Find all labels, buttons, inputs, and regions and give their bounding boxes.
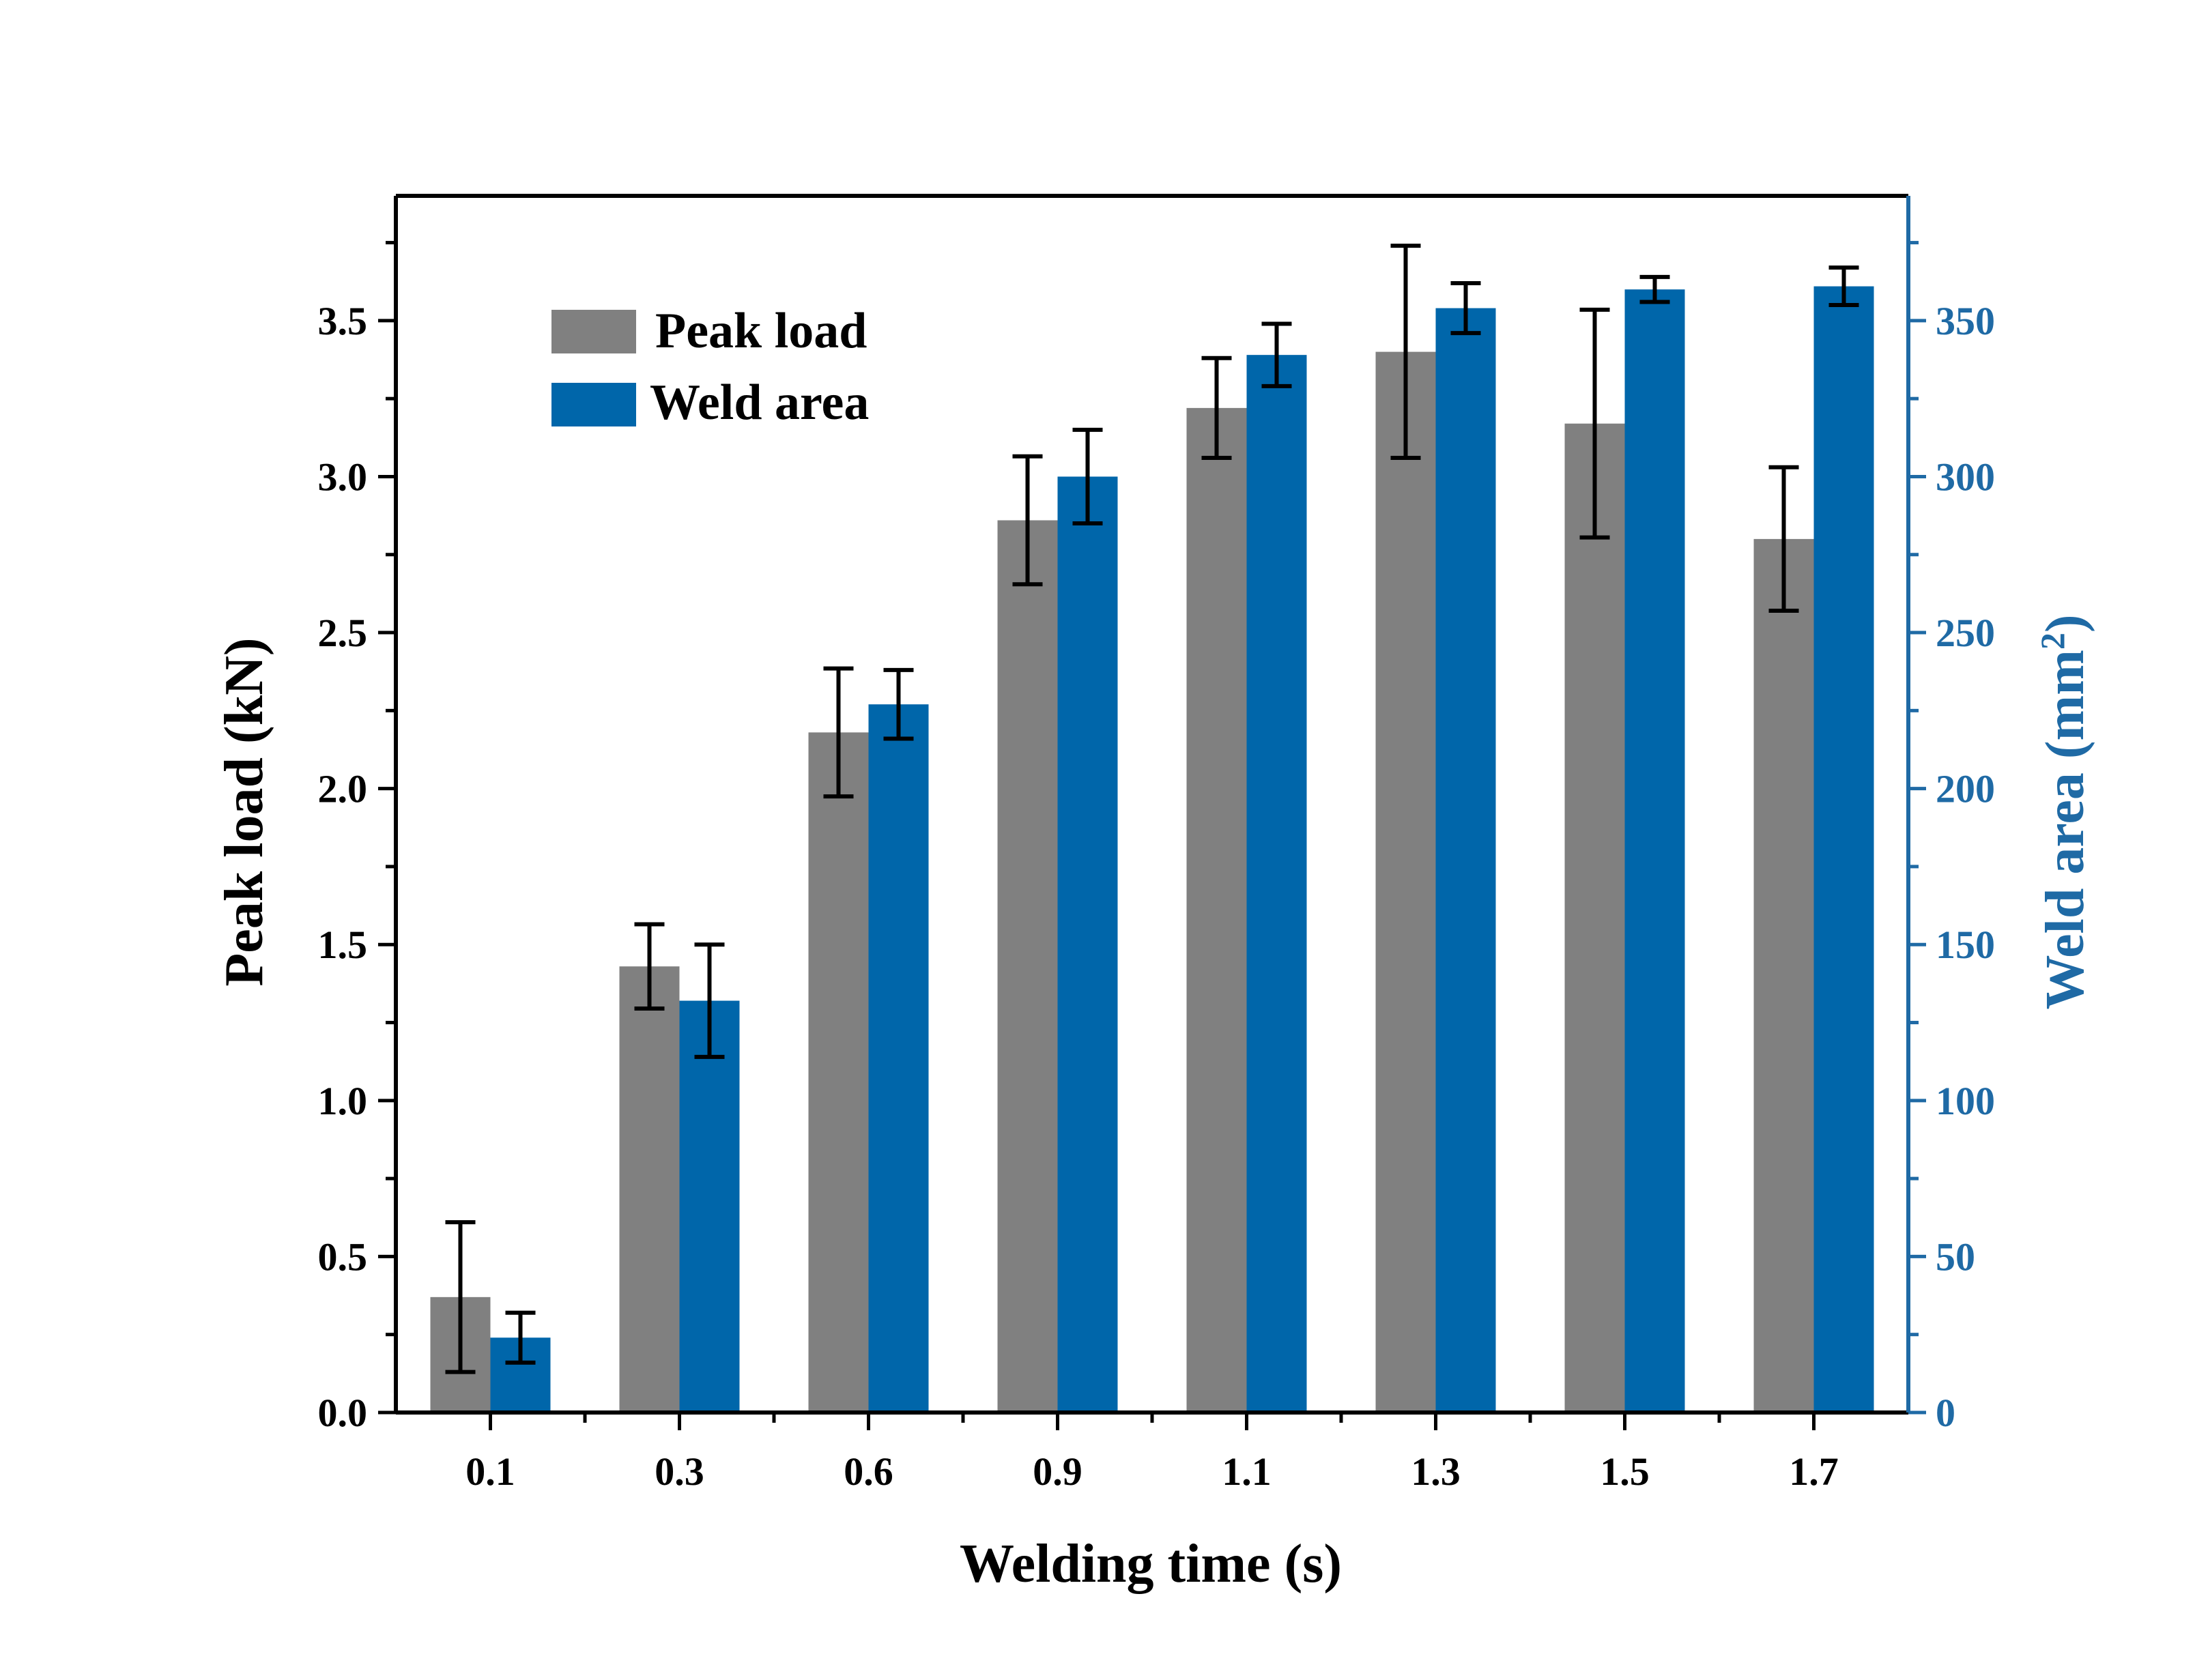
- y-tick-label: 2.5: [318, 611, 368, 655]
- error-bar-peak-load-1.1: [1201, 356, 1232, 461]
- y-tick-label: 2.0: [318, 767, 368, 811]
- error-bar-weld-area-1.5: [1639, 274, 1670, 304]
- error-bar-peak-load-1.3: [1390, 244, 1421, 461]
- x-tick-label: 1.7: [1789, 1449, 1839, 1494]
- bar-peak-load-1.3: [1375, 351, 1436, 1413]
- y2-axis-title: Weld area (mm2): [2033, 615, 2095, 1010]
- y-tick-label: 1.0: [318, 1079, 368, 1123]
- error-bar-weld-area-1.7: [1828, 265, 1859, 308]
- x-tick-label: 0.1: [465, 1449, 515, 1494]
- bar-weld-area-0.3: [679, 1000, 740, 1413]
- bar-weld-area-1.7: [1813, 286, 1874, 1413]
- x-tick-label: 1.1: [1222, 1449, 1272, 1494]
- y2-tick-label: 250: [1936, 611, 1995, 655]
- y2-tick-label: 300: [1936, 454, 1995, 499]
- bar-weld-area-0.6: [868, 704, 929, 1413]
- bar-peak-load-1.1: [1186, 407, 1247, 1413]
- y2-axis-title-main: Weld area (mm: [2035, 650, 2095, 1009]
- bar-peak-load-0.3: [619, 966, 680, 1413]
- bar-peak-load-0.6: [808, 732, 869, 1413]
- error-bar-peak-load-1.7: [1768, 465, 1799, 613]
- error-bar-peak-load-0.6: [823, 666, 854, 799]
- error-bar-peak-load-0.1: [445, 1220, 476, 1374]
- legend: Peak load Weld area: [551, 303, 869, 431]
- x-tick-label: 1.5: [1600, 1449, 1650, 1494]
- legend-label-peak-load: Peak load: [655, 303, 867, 359]
- legend-swatch-weld-area: [551, 383, 636, 426]
- bar-weld-area-0.9: [1057, 476, 1118, 1413]
- y2-tick-label: 50: [1936, 1234, 1975, 1279]
- error-bar-weld-area-1.1: [1261, 321, 1292, 388]
- x-axis-title: Welding time (s): [960, 1534, 1342, 1594]
- y-tick-label: 0.0: [318, 1391, 368, 1435]
- error-bar-peak-load-0.3: [634, 922, 665, 1011]
- y2-tick-label: 350: [1936, 299, 1995, 343]
- y2-axis-title-superscript: 2: [2033, 633, 2071, 650]
- y2-tick-label: 0: [1936, 1391, 1955, 1435]
- error-bar-peak-load-1.5: [1579, 307, 1610, 540]
- x-tick-label: 1.3: [1411, 1449, 1461, 1494]
- x-tick-label: 0.9: [1033, 1449, 1082, 1494]
- bar-weld-area-1.1: [1246, 355, 1307, 1413]
- y-axis-title: Peak load (kN): [214, 637, 274, 986]
- y2-tick-label: 150: [1936, 923, 1995, 967]
- y-tick-label: 3.0: [318, 454, 368, 499]
- y-tick-label: 1.5: [318, 923, 368, 967]
- bar-peak-load-1.5: [1564, 423, 1625, 1413]
- plot-area: [430, 244, 1874, 1413]
- legend-label-weld-area: Weld area: [650, 375, 869, 431]
- y-tick-label: 3.5: [318, 299, 368, 343]
- error-bar-weld-area-0.1: [505, 1310, 536, 1365]
- y2-axis-title-close: ): [2035, 615, 2095, 633]
- axes: 0.1 0.3 0.6 0.9 1.1 1.3 1.5 1.7 0.0 0.5 1.0 1.5 2.0 2…: [318, 194, 1995, 1494]
- x-tick-label: 0.6: [844, 1449, 893, 1494]
- error-bar-weld-area-0.9: [1072, 427, 1103, 526]
- error-bar-weld-area-1.3: [1450, 281, 1481, 336]
- legend-swatch-peak-load: [551, 310, 636, 353]
- y2-tick-label: 100: [1936, 1079, 1995, 1123]
- bar-weld-area-1.3: [1435, 308, 1496, 1413]
- y2-tick-label: 200: [1936, 767, 1995, 811]
- error-bar-weld-area-0.3: [694, 942, 725, 1059]
- y-tick-label: 0.5: [318, 1234, 368, 1279]
- error-bar-peak-load-0.9: [1012, 454, 1043, 587]
- x-tick-label: 0.3: [655, 1449, 704, 1494]
- bar-peak-load-0.9: [997, 520, 1058, 1413]
- bar-weld-area-1.5: [1624, 289, 1685, 1413]
- error-bar-weld-area-0.6: [883, 667, 914, 741]
- bar-peak-load-1.7: [1753, 538, 1814, 1413]
